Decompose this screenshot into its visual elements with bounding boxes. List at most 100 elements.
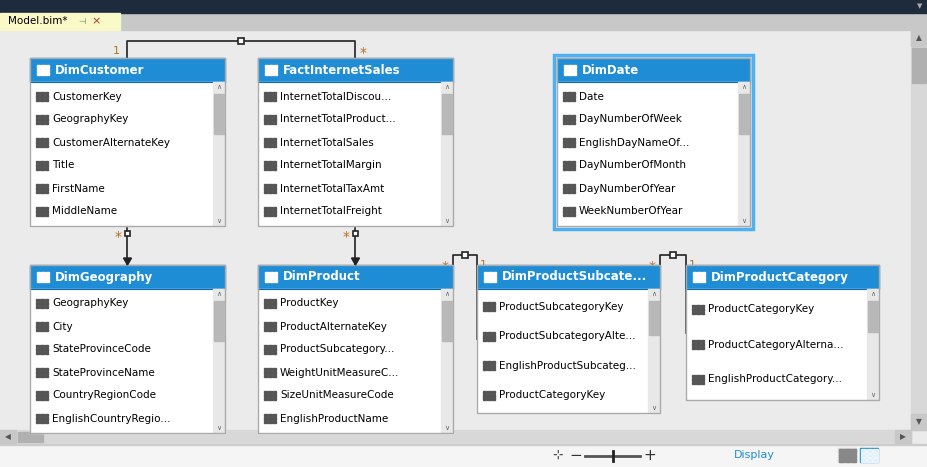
Bar [265,69,269,71]
Bar [45,272,49,275]
Bar [36,375,40,377]
Bar [40,352,44,354]
Bar [273,348,276,351]
Bar [44,207,48,210]
Text: ∨: ∨ [216,218,222,224]
Bar [838,448,856,462]
Bar [273,322,276,325]
Bar [563,121,566,124]
Bar [567,145,571,147]
Bar [264,92,268,94]
Text: InternetTotalFreight: InternetTotalFreight [280,206,382,217]
Bar [36,213,40,216]
Bar [692,305,695,307]
Bar [273,368,276,370]
Bar [572,138,575,141]
Bar [36,145,40,147]
Bar [268,121,272,124]
Bar [483,365,487,367]
Bar [268,375,272,377]
Bar [483,368,487,370]
Bar [873,449,878,453]
Bar [567,164,571,167]
Bar [573,69,576,71]
Bar [686,265,879,400]
Bar [258,265,453,433]
Bar [845,458,850,461]
Text: ⊣: ⊣ [79,17,85,26]
Text: 1: 1 [480,260,487,270]
Bar [37,65,41,68]
Text: DayNumberOfMonth: DayNumberOfMonth [579,161,686,170]
Bar [491,365,495,367]
Text: ProductSubcategoryAlte...: ProductSubcategoryAlte... [499,331,636,341]
Bar [483,338,487,341]
Bar [702,276,705,278]
Bar [491,391,495,393]
Bar [40,371,44,374]
Bar [273,145,276,147]
Bar [45,279,49,282]
Bar [563,95,566,98]
Bar [572,168,575,170]
Bar [269,272,273,275]
Bar [37,272,41,275]
Bar [264,168,268,170]
Bar [912,48,926,83]
Bar [40,168,44,170]
Bar [264,213,268,216]
Bar [44,191,48,193]
Bar [45,65,49,68]
Bar [40,191,44,193]
Bar [44,184,48,186]
Bar [563,164,566,167]
Bar [273,121,276,124]
Bar [36,322,40,325]
Bar [491,338,495,341]
Bar [40,141,44,144]
Bar [264,375,268,377]
Bar [273,118,276,121]
Text: InternetTotalProduct...: InternetTotalProduct... [280,114,396,125]
Text: ProductAlternateKey: ProductAlternateKey [280,321,387,332]
Bar [564,65,567,68]
Text: ∨: ∨ [742,218,746,224]
Bar [264,161,268,163]
Bar [44,164,48,167]
Bar [563,184,566,186]
Bar [268,207,272,210]
Bar [572,164,575,167]
Bar [861,453,866,457]
Text: ⊹: ⊹ [552,449,564,462]
Bar [44,394,48,397]
Text: 1: 1 [689,260,696,270]
Bar [268,397,272,400]
Bar [696,340,700,342]
Bar [44,368,48,370]
Text: ∨: ∨ [870,392,876,398]
Bar [442,301,452,341]
Bar [269,279,273,282]
Bar [273,417,276,420]
Bar [273,187,276,190]
Text: ×: × [92,16,101,27]
Text: InternetTotalSales: InternetTotalSales [280,137,374,148]
Text: DimProductCategory: DimProductCategory [711,270,849,283]
Bar [36,115,40,117]
Bar [44,305,48,308]
Bar [44,417,48,420]
Bar [873,453,878,457]
Bar [41,276,44,278]
Text: ∧: ∧ [216,291,222,297]
Bar [264,414,268,417]
Bar [739,94,749,134]
Bar [36,305,40,308]
Text: DimProduct: DimProduct [283,270,361,283]
Text: ▼: ▼ [918,3,922,9]
Bar [40,99,44,101]
Bar [488,305,490,308]
Bar [264,191,268,193]
Text: ∧: ∧ [742,84,746,90]
Bar [0,13,120,30]
Bar [273,92,276,94]
